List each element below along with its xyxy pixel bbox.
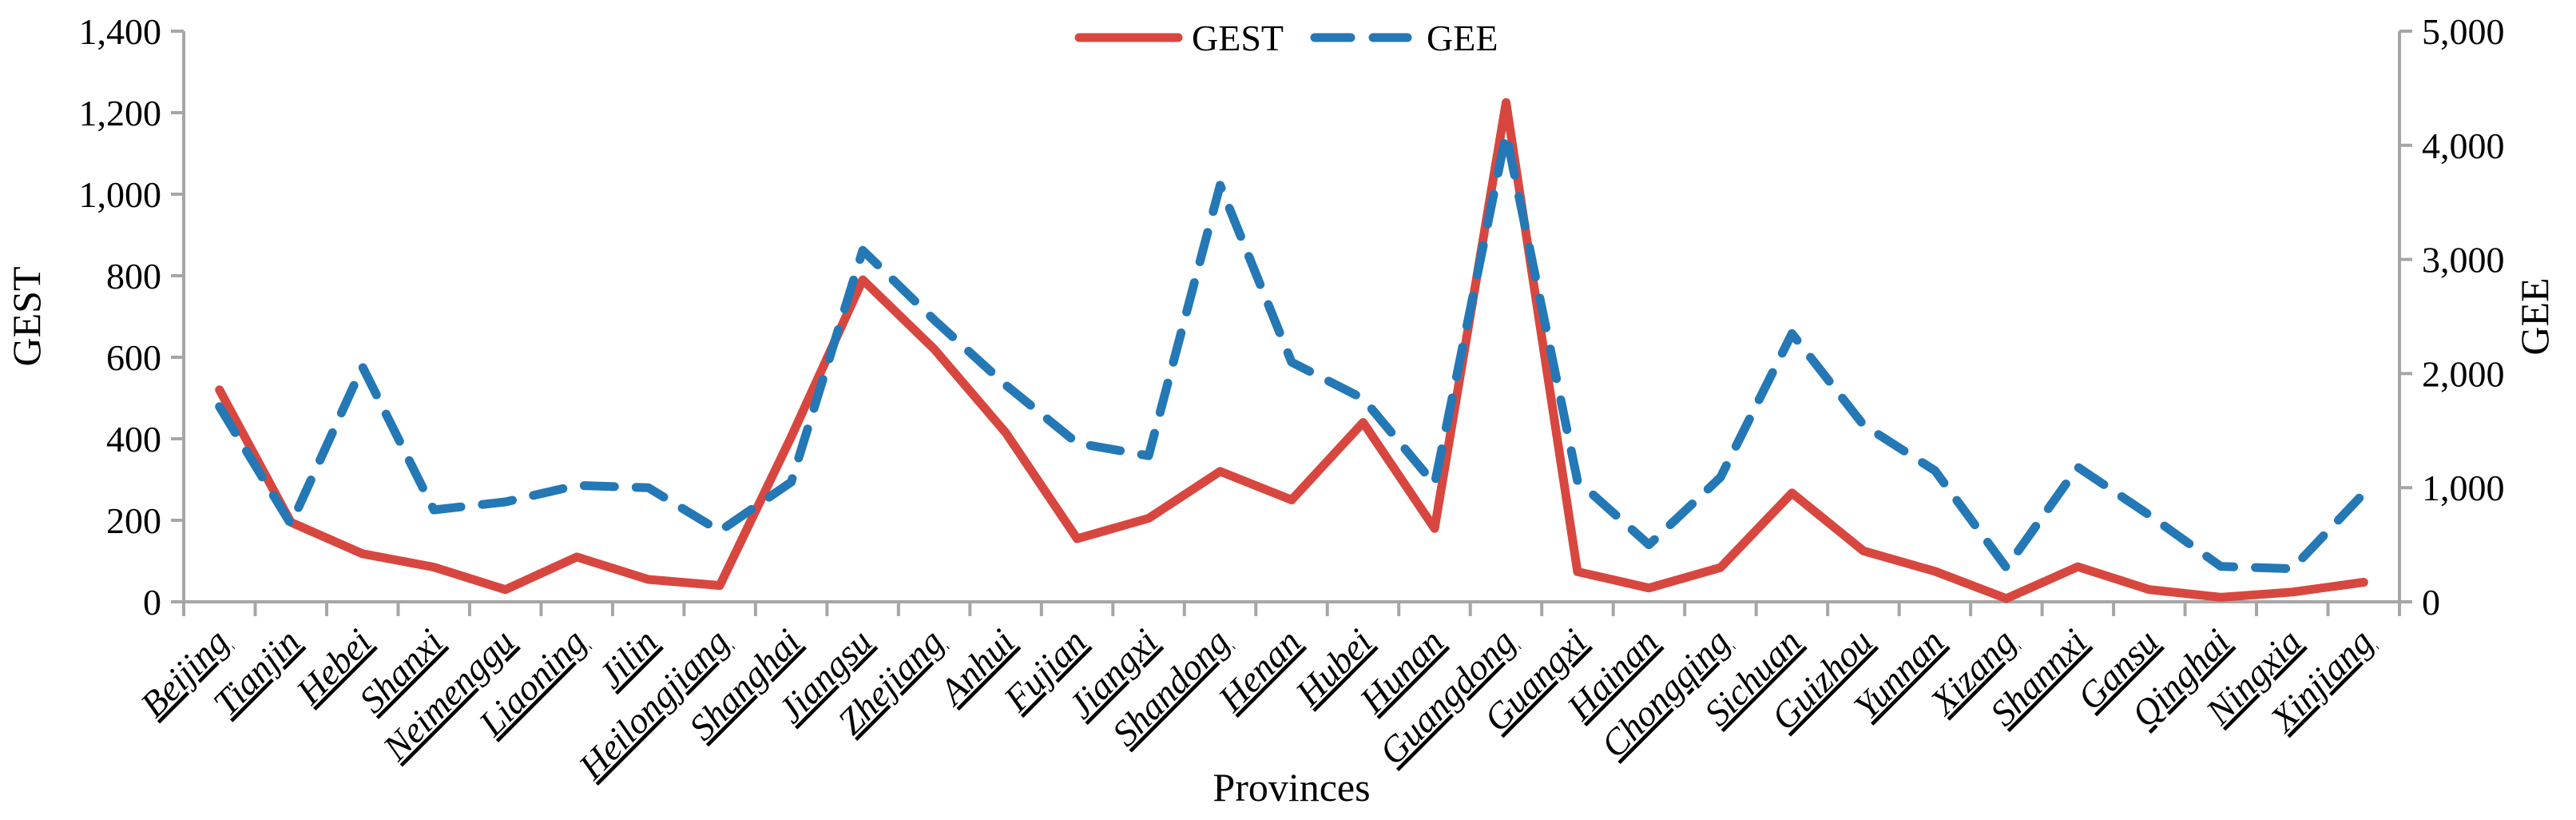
x-category-label: Henan [1210, 621, 1308, 719]
left-axis-tick-label: 800 [106, 256, 161, 297]
left-axis-tick-label: 200 [106, 500, 161, 541]
right-axis-tick-label: 3,000 [2422, 240, 2505, 281]
left-axis-tick-label: 1,400 [79, 11, 162, 52]
legend-gest-label: GEST [1192, 18, 1284, 58]
left-axis-tick-label: 400 [106, 419, 161, 460]
right-axis-title: GEE [2512, 277, 2557, 355]
left-axis-tick-label: 1,000 [79, 174, 162, 215]
right-axis-tick-label: 1,000 [2422, 468, 2505, 508]
left-axis-tick-label: 0 [143, 582, 161, 623]
gest-line [215, 98, 2368, 603]
right-axis-tick-label: 0 [2422, 582, 2440, 623]
right-axis-tick-label: 5,000 [2422, 11, 2505, 52]
legend-gee-label: GEE [1427, 18, 1498, 58]
right-axis-tick-label: 2,000 [2422, 353, 2505, 394]
left-axis-tick-label: 1,200 [79, 93, 162, 133]
gee-line [215, 129, 2368, 574]
left-axis-title: GEST [4, 267, 49, 367]
right-axis-tick-label: 4,000 [2422, 125, 2505, 166]
x-axis-title: Provinces [1213, 765, 1370, 810]
left-axis-tick-label: 600 [106, 337, 161, 378]
